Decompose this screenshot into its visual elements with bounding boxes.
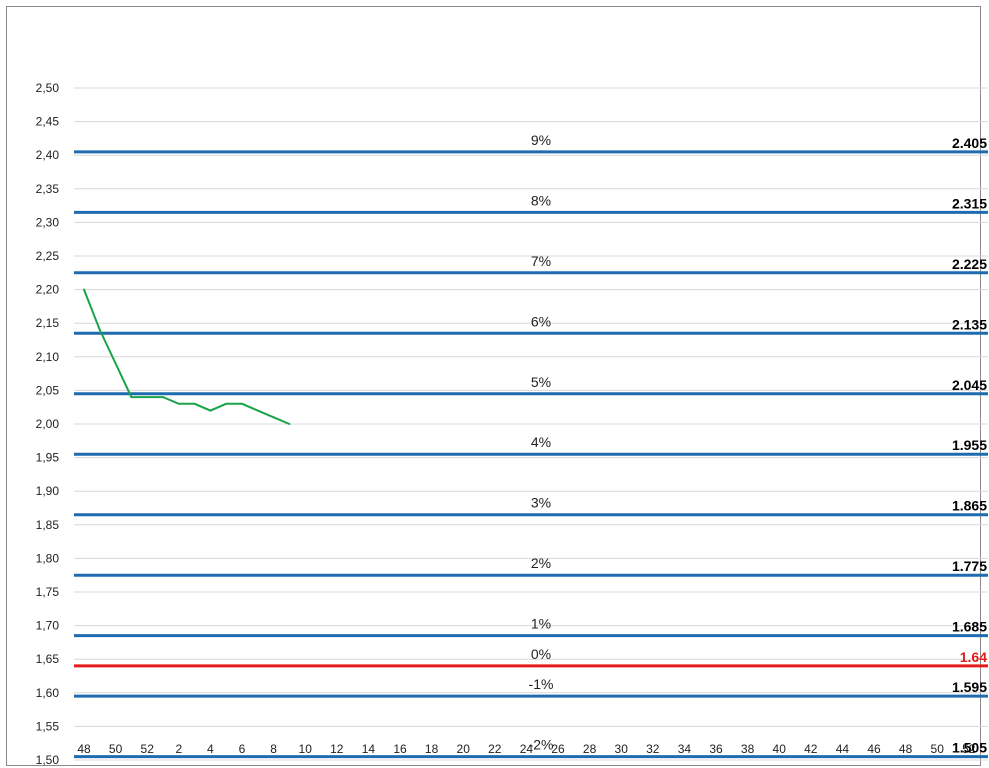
x-tick-label: 42 <box>804 742 818 756</box>
x-tick-label: 48 <box>899 742 913 756</box>
y-axis-tick-labels: 1,50 1,55 1,60 1,65 1,70 1,75 1,80 1,85 1,90 1,95… <box>36 81 60 767</box>
reference-value-label: 1.865 <box>952 498 987 514</box>
reference-value-label: 2.135 <box>952 316 987 332</box>
reference-value-label: 1.775 <box>952 558 987 574</box>
x-tick-label: 6 <box>239 742 246 756</box>
x-tick-label: 8 <box>270 742 277 756</box>
x-tick-label: 52 <box>962 742 976 756</box>
x-tick-label: 30 <box>615 742 629 756</box>
reference-percent-label: 8% <box>531 192 551 208</box>
x-tick-label: 46 <box>867 742 881 756</box>
series-point <box>114 362 117 365</box>
y-tick-label: 2,35 <box>36 182 60 196</box>
x-tick-label: 24 <box>520 742 534 756</box>
reference-percent-label: 1% <box>531 616 551 632</box>
reference-percent-label: 9% <box>531 132 551 148</box>
reference-percent-label: -1% <box>529 676 554 692</box>
series-point <box>193 402 196 405</box>
series-layer <box>83 288 291 425</box>
x-tick-label: 36 <box>709 742 723 756</box>
y-tick-label: 2,30 <box>36 215 60 229</box>
x-tick-label: 38 <box>741 742 755 756</box>
series-point <box>209 409 212 412</box>
y-tick-label: 2,05 <box>36 383 60 397</box>
y-tick-label: 2,20 <box>36 283 60 297</box>
series-point <box>288 423 291 425</box>
x-tick-label: 16 <box>393 742 407 756</box>
series-point <box>83 288 85 291</box>
reference-value-label: 2.225 <box>952 256 987 272</box>
y-tick-label: 2,50 <box>36 81 60 95</box>
series-point <box>177 402 180 405</box>
x-tick-label: 4 <box>207 742 214 756</box>
reference-value-label: 2.315 <box>952 195 987 211</box>
reference-lines: 9% 2.405 8% 2.315 7% 2.225 6% 2.135 5% 2.045 4% 1.9… <box>74 132 988 759</box>
reference-percent-label: -2% <box>529 737 554 753</box>
y-tick-label: 1,60 <box>36 686 60 700</box>
reference-percent-label: 2% <box>531 555 551 571</box>
x-tick-label: 26 <box>551 742 565 756</box>
y-tick-label: 2,45 <box>36 115 60 129</box>
reference-value-label: 1.505 <box>952 740 987 756</box>
y-tick-label: 2,00 <box>36 417 60 431</box>
y-tick-label: 1,80 <box>36 551 60 565</box>
y-tick-label: 2,40 <box>36 148 60 162</box>
y-tick-label: 1,65 <box>36 652 60 666</box>
y-tick-label: 1,70 <box>36 619 60 633</box>
x-tick-label: 12 <box>330 742 344 756</box>
x-tick-label: 32 <box>646 742 660 756</box>
reference-percent-label: 7% <box>531 253 551 269</box>
reference-value-label: 1.595 <box>952 679 987 695</box>
reference-percent-label: 6% <box>531 313 551 329</box>
reference-percent-label: 4% <box>531 434 551 450</box>
x-axis-tick-labels: 48 50 52 2 4 6 8 10 12 14 16 18 20 22 24 26 28 30 32 34 36 38… <box>77 742 975 756</box>
y-tick-label: 1,50 <box>36 753 60 767</box>
series-point <box>146 396 149 399</box>
y-tick-label: 1,55 <box>36 719 60 733</box>
x-tick-label: 10 <box>299 742 313 756</box>
x-tick-label: 50 <box>931 742 945 756</box>
reference-percent-label: 3% <box>531 495 551 511</box>
reference-percent-label: 0% <box>531 646 551 662</box>
y-tick-label: 1,85 <box>36 518 60 532</box>
x-tick-label: 28 <box>583 742 597 756</box>
reference-value-label: 1.955 <box>952 437 987 453</box>
gridlines <box>74 87 988 761</box>
reference-value-label: 1.64 <box>960 649 987 665</box>
y-tick-label: 2,25 <box>36 249 60 263</box>
reference-percent-label: 5% <box>531 374 551 390</box>
y-tick-label: 2,10 <box>36 350 60 364</box>
y-tick-label: 2,15 <box>36 316 60 330</box>
series-point <box>98 328 101 331</box>
reference-value-label: 1.685 <box>952 619 987 635</box>
x-tick-label: 14 <box>362 742 376 756</box>
reference-value-label: 2.405 <box>952 135 987 151</box>
series-point <box>130 396 133 399</box>
x-tick-label: 44 <box>836 742 850 756</box>
x-tick-label: 2 <box>175 742 182 756</box>
series-point <box>256 409 259 412</box>
x-tick-label: 18 <box>425 742 439 756</box>
x-tick-label: 20 <box>457 742 471 756</box>
series-point <box>272 416 275 419</box>
x-tick-label: 22 <box>488 742 502 756</box>
reference-value-label: 2.045 <box>952 377 987 393</box>
y-tick-label: 1,90 <box>36 484 60 498</box>
x-tick-label: 34 <box>678 742 692 756</box>
series-line <box>83 289 290 425</box>
y-tick-label: 1,75 <box>36 585 60 599</box>
chart-frame <box>6 6 981 766</box>
x-tick-label: 40 <box>773 742 787 756</box>
x-tick-label: 50 <box>109 742 123 756</box>
series-point <box>162 396 164 399</box>
series-point <box>225 402 228 405</box>
x-tick-label: 52 <box>141 742 155 756</box>
x-tick-label: 48 <box>77 742 91 756</box>
series-point <box>241 402 243 405</box>
y-tick-label: 1,95 <box>36 451 60 465</box>
